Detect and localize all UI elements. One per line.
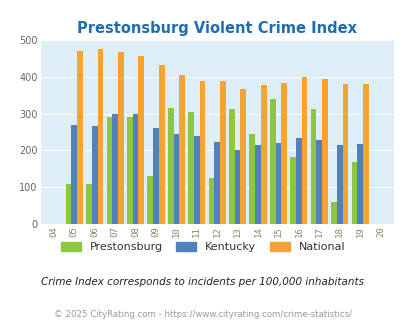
Bar bbox=[77, 51, 83, 224]
Bar bbox=[295, 138, 301, 224]
Bar bbox=[249, 134, 255, 224]
Bar bbox=[301, 77, 307, 224]
Bar bbox=[147, 176, 153, 224]
Bar bbox=[66, 184, 71, 224]
Bar bbox=[167, 108, 173, 224]
Bar bbox=[240, 89, 245, 224]
Bar bbox=[342, 84, 347, 224]
Title: Prestonsburg Violent Crime Index: Prestonsburg Violent Crime Index bbox=[77, 21, 356, 36]
Bar bbox=[336, 145, 342, 224]
Bar bbox=[290, 157, 295, 224]
Bar bbox=[228, 110, 234, 224]
Bar bbox=[275, 143, 281, 224]
Bar bbox=[112, 114, 118, 224]
Bar bbox=[71, 125, 77, 224]
Bar bbox=[255, 145, 260, 224]
Bar bbox=[132, 114, 138, 224]
Bar bbox=[127, 117, 132, 224]
Bar bbox=[214, 142, 220, 224]
Bar bbox=[220, 82, 225, 224]
Legend: Prestonsburg, Kentucky, National: Prestonsburg, Kentucky, National bbox=[58, 238, 347, 256]
Bar bbox=[194, 136, 199, 224]
Text: © 2025 CityRating.com - https://www.cityrating.com/crime-statistics/: © 2025 CityRating.com - https://www.city… bbox=[54, 310, 351, 319]
Bar bbox=[234, 150, 240, 224]
Bar bbox=[281, 83, 286, 224]
Bar bbox=[106, 117, 112, 224]
Bar bbox=[260, 85, 266, 224]
Bar bbox=[118, 52, 124, 224]
Bar bbox=[188, 112, 194, 224]
Bar bbox=[310, 109, 315, 224]
Bar bbox=[356, 144, 362, 224]
Bar bbox=[158, 65, 164, 224]
Bar bbox=[179, 75, 185, 224]
Bar bbox=[153, 128, 158, 224]
Bar bbox=[321, 79, 327, 224]
Bar bbox=[315, 140, 321, 224]
Bar bbox=[92, 126, 97, 224]
Bar bbox=[86, 184, 92, 224]
Bar bbox=[330, 202, 336, 224]
Bar bbox=[208, 178, 214, 224]
Bar bbox=[269, 99, 275, 224]
Bar bbox=[173, 134, 179, 224]
Bar bbox=[351, 162, 356, 224]
Text: Crime Index corresponds to incidents per 100,000 inhabitants: Crime Index corresponds to incidents per… bbox=[41, 278, 364, 287]
Bar bbox=[362, 84, 368, 224]
Bar bbox=[97, 49, 103, 224]
Bar bbox=[138, 56, 144, 224]
Bar bbox=[199, 82, 205, 224]
